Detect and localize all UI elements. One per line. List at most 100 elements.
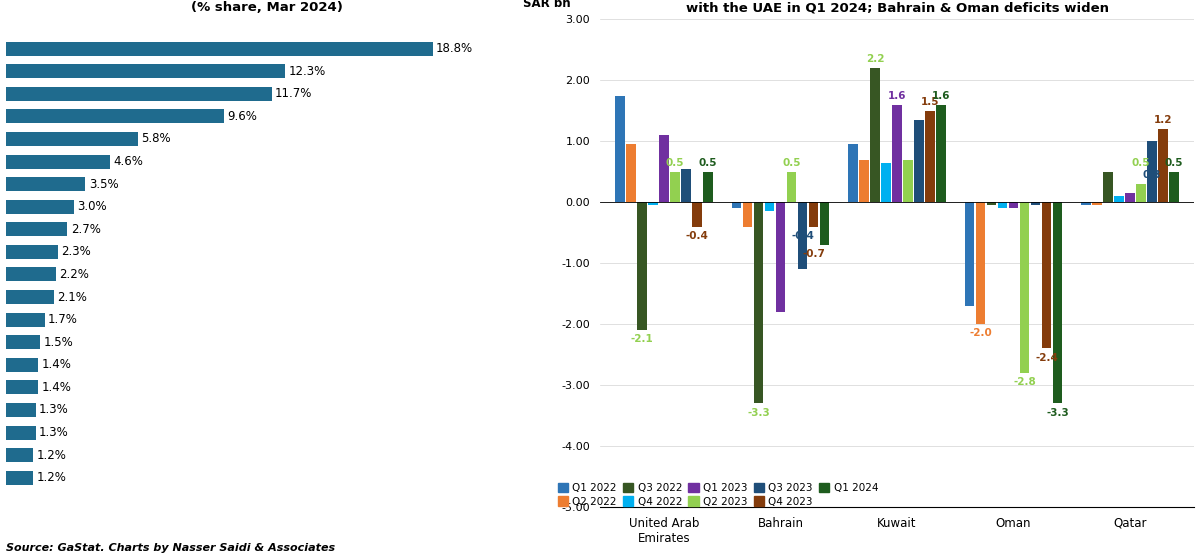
Bar	[936, 105, 946, 202]
Bar	[6, 358, 37, 372]
Text: 1.7%: 1.7%	[48, 313, 78, 326]
Text: -3.3: -3.3	[1046, 408, 1069, 418]
Text: 2.7%: 2.7%	[71, 223, 101, 236]
Bar	[6, 426, 36, 439]
Bar	[904, 160, 913, 202]
Bar	[6, 380, 37, 394]
Bar	[809, 202, 818, 227]
Text: -2.4: -2.4	[1036, 353, 1058, 363]
Text: 2.3%: 2.3%	[61, 246, 91, 258]
Text: SAR bn: SAR bn	[523, 0, 570, 9]
Text: 4.6%: 4.6%	[114, 155, 144, 168]
Text: 3.5%: 3.5%	[89, 178, 119, 190]
Bar	[1103, 172, 1112, 202]
Text: 9.6%: 9.6%	[227, 110, 257, 123]
Bar	[1042, 202, 1051, 349]
Bar	[859, 160, 869, 202]
Text: 0.5: 0.5	[782, 158, 800, 168]
Bar	[1169, 172, 1178, 202]
Bar	[6, 335, 40, 349]
Bar	[1052, 202, 1062, 403]
Bar	[997, 202, 1007, 208]
Text: 1.2: 1.2	[1153, 115, 1172, 125]
Text: -0.4: -0.4	[685, 231, 708, 241]
Text: 1.4%: 1.4%	[41, 381, 71, 394]
Text: 12.3%: 12.3%	[288, 65, 326, 78]
Bar	[976, 202, 985, 324]
Bar	[6, 267, 56, 281]
Text: -0.4: -0.4	[791, 231, 814, 241]
Bar	[6, 132, 138, 146]
Bar	[692, 202, 702, 227]
Text: 11.7%: 11.7%	[275, 87, 312, 100]
Bar	[6, 200, 74, 214]
Text: 18.8%: 18.8%	[436, 42, 473, 55]
Bar	[892, 105, 902, 202]
Bar	[6, 290, 54, 304]
Bar	[682, 169, 691, 202]
Bar	[6, 177, 85, 191]
Bar	[6, 222, 67, 236]
Text: -3.3: -3.3	[748, 408, 770, 418]
Bar	[775, 202, 785, 312]
Bar	[870, 68, 880, 202]
Bar	[1158, 129, 1168, 202]
Text: -0.7: -0.7	[802, 249, 824, 259]
Bar	[1081, 202, 1091, 206]
Bar	[965, 202, 974, 306]
Bar	[787, 172, 797, 202]
Text: 1.2%: 1.2%	[37, 448, 66, 462]
Bar	[648, 202, 658, 206]
Bar	[6, 448, 34, 462]
Bar	[1031, 202, 1040, 206]
Bar	[1147, 141, 1157, 202]
Bar	[820, 202, 829, 245]
Text: 0.3: 0.3	[1142, 170, 1162, 180]
Bar	[986, 202, 996, 206]
Text: 2.1%: 2.1%	[58, 291, 86, 304]
Text: 1.2%: 1.2%	[37, 471, 66, 484]
Text: Source: GaStat. Charts by Nasser Saidi & Associates: Source: GaStat. Charts by Nasser Saidi &…	[6, 544, 335, 554]
Bar	[1092, 202, 1102, 206]
Bar	[6, 64, 286, 78]
Text: 1.5%: 1.5%	[43, 336, 73, 349]
Bar	[6, 471, 34, 485]
Text: 1.5: 1.5	[920, 96, 940, 106]
Bar	[881, 163, 890, 202]
Bar	[914, 120, 924, 202]
Text: 5.8%: 5.8%	[142, 133, 170, 145]
Text: 1.4%: 1.4%	[41, 358, 71, 372]
Text: -2.1: -2.1	[631, 334, 654, 344]
Bar	[798, 202, 808, 269]
Bar	[637, 202, 647, 330]
Bar	[671, 172, 680, 202]
Bar	[6, 245, 58, 259]
Text: 1.6: 1.6	[888, 91, 906, 100]
Bar	[6, 312, 44, 326]
Bar	[626, 144, 636, 202]
Bar	[848, 144, 858, 202]
Text: 1.3%: 1.3%	[38, 426, 68, 439]
Bar	[754, 202, 763, 403]
Text: 2.2: 2.2	[865, 54, 884, 64]
Bar	[1136, 184, 1146, 202]
Text: 3.0%: 3.0%	[78, 200, 107, 213]
Text: 1.6: 1.6	[931, 91, 950, 100]
Bar	[764, 202, 774, 212]
Bar	[6, 403, 36, 417]
Bar	[1126, 193, 1135, 202]
Text: 0.5: 0.5	[1132, 158, 1150, 168]
Bar	[1020, 202, 1030, 373]
Bar	[925, 111, 935, 202]
Bar	[732, 202, 742, 208]
Bar	[659, 135, 668, 202]
Bar	[6, 109, 224, 124]
Bar	[6, 87, 271, 101]
Bar	[616, 96, 625, 202]
Text: -2.8: -2.8	[1013, 377, 1036, 387]
Text: 0.5: 0.5	[666, 158, 684, 168]
Text: 0.5: 0.5	[1165, 158, 1183, 168]
Bar	[1114, 196, 1123, 202]
Text: -2.0: -2.0	[970, 329, 992, 338]
Title: Saudi Arabia's non-oil trade balance with GCC: back to surplus
with the UAE in Q: Saudi Arabia's non-oil trade balance wit…	[662, 0, 1132, 14]
